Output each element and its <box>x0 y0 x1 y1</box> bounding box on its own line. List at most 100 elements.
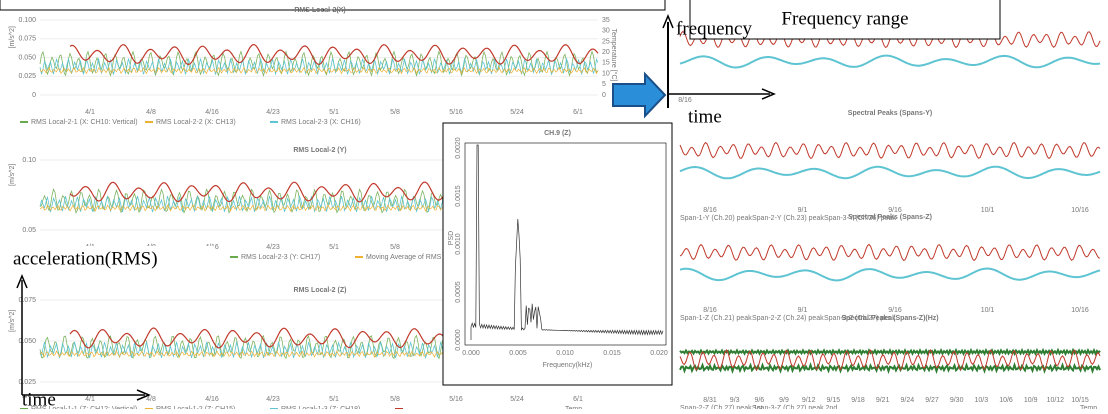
y2-tick-label: 35 <box>602 17 610 24</box>
legend-label: Span-1-Z (Ch.21) peak <box>680 315 752 322</box>
annotation: frequency <box>676 18 752 39</box>
x-tick-label: 5/8 <box>390 109 400 116</box>
x-tick-label: 10/9 <box>1024 397 1038 404</box>
x-tick-label: 10/12 <box>1047 397 1065 404</box>
panel-title: RMS Local-2(X) <box>294 7 345 14</box>
x-tick-label: 4/23 <box>266 396 280 403</box>
legend-label: RMS Local-2-3 (Y: CH17) <box>241 254 320 261</box>
y-axis-label: [m/s^2] <box>9 310 16 332</box>
x-tick-label: 0.015 <box>603 350 621 357</box>
legend-label: RMS Local-2-3 (X: CH16) <box>281 119 361 126</box>
x-tick-label: 4/8 <box>146 396 156 403</box>
y-tick-label: 0.05 <box>22 227 36 234</box>
legend-label: Span-2-Z (Ch.27) peak 1st <box>680 405 763 409</box>
x-tick-label: 0.010 <box>556 350 574 357</box>
legend-label: Span-1-Y (Ch.20) peak <box>680 215 752 222</box>
y-tick-label: 0.100 <box>18 17 36 24</box>
legend-label: Span-3-Z (Ch.27) peak <box>824 315 896 322</box>
x-tick-label: 10/1 <box>981 307 995 314</box>
x-tick-label: 9/21 <box>876 397 890 404</box>
y-tick-label: 0.075 <box>18 297 36 304</box>
y-tick-label: 0.050 <box>18 338 36 345</box>
y-axis-label: [m/s^2] <box>9 164 16 186</box>
legend-label: Span-2-Y (Ch.23) peak <box>752 215 824 222</box>
y-tick-label: 0.025 <box>18 73 36 80</box>
x-tick-label: 8/16 <box>703 307 717 314</box>
x-tick-label: 9/1 <box>798 307 808 314</box>
decor-line <box>679 349 1101 371</box>
decor-line <box>69 43 599 66</box>
x-tick-label: 8/16 <box>678 97 692 104</box>
decor-line <box>679 243 1101 262</box>
x-tick-label: 6/1 <box>573 109 583 116</box>
x-tick-label: 0.000 <box>462 350 480 357</box>
x-tick-label: 0.005 <box>509 350 527 357</box>
x-tick-label: 9/27 <box>925 397 939 404</box>
x-tick-label: 9/18 <box>851 397 865 404</box>
x-tick-label: 8/31 <box>703 397 717 404</box>
x-tick-label: 5/16 <box>449 109 463 116</box>
arrow-head <box>761 88 776 100</box>
arrow-head <box>16 274 28 289</box>
label-bg <box>10 246 215 272</box>
y2-tick-label: 0 <box>602 92 606 99</box>
panel-title: RMS Local-2 (Z) <box>294 287 347 294</box>
decor-line <box>39 50 599 77</box>
x-tick-label: 9/12 <box>802 397 816 404</box>
x-tick-label: 4/1 <box>85 396 95 403</box>
x-tick-label: 4/23 <box>266 109 280 116</box>
y-tick-label: 0.025 <box>18 379 36 386</box>
decor-line <box>679 361 1101 375</box>
plot-box <box>464 142 667 346</box>
x-tick-label: 9/16 <box>888 207 902 214</box>
x-tick-label: 9/16 <box>888 307 902 314</box>
legend-label: Moving Average of RMS Local-2-2 (Y: CH14… <box>366 254 505 261</box>
x-tick-label: 10/1 <box>981 207 995 214</box>
decor-line <box>679 141 1101 160</box>
y2-tick-label: 20 <box>602 49 610 56</box>
x-tick-label: 4/1 <box>85 109 95 116</box>
spectrum-line <box>470 144 664 340</box>
x-tick-label: 10/16 <box>1071 207 1089 214</box>
y-tick-label: 0.10 <box>22 157 36 164</box>
y-tick-label: 0.075 <box>18 36 36 43</box>
x-axis-label: Frequency(kHz) <box>543 362 593 369</box>
x-tick-label: 4/8 <box>146 109 156 116</box>
panel-title: Spectral Peaks (Spans-Z) <box>848 214 932 221</box>
panel-title: Spectral Peaks (Spans-Z)(Hz) <box>841 315 938 322</box>
x-tick-label: 0.020 <box>650 350 668 357</box>
legend-label: Span-2-Z (Ch.24) peak <box>752 315 824 322</box>
x-tick-label: 5/16 <box>449 396 463 403</box>
decor-line <box>679 267 1101 282</box>
decor-line <box>39 66 599 75</box>
decor-line <box>679 54 1101 69</box>
x-tick-label: 10/6 <box>999 397 1013 404</box>
x-tick-label: 9/15 <box>827 397 841 404</box>
y-tick-label: 0.0005 <box>455 281 462 303</box>
frame-box <box>0 0 666 11</box>
x-tick-label: 9/30 <box>950 397 964 404</box>
y2-tick-label: 15 <box>602 60 610 67</box>
x-tick-label: 4/23 <box>266 244 280 251</box>
x-tick-label: 6/1 <box>573 396 583 403</box>
decor-line <box>39 57 599 76</box>
x-tick-label: 5/8 <box>390 244 400 251</box>
x-tick-label: 5/24 <box>510 396 524 403</box>
y-tick-label: 0.0015 <box>455 185 462 207</box>
annotation: acceleration(RMS) <box>13 248 158 269</box>
x-tick-label: 9/1 <box>798 207 808 214</box>
y-axis-label: PSD <box>448 231 455 245</box>
x-tick-label: 10/15 <box>1071 397 1089 404</box>
y-tick-label: 0 <box>32 92 36 99</box>
y2-axis-label: Temperature [°C] <box>610 29 618 82</box>
x-tick-label: 4/16 <box>205 396 219 403</box>
y-tick-label: 0.0000 <box>455 329 462 351</box>
arrow-head <box>136 389 151 401</box>
x-tick-label: 9/6 <box>754 397 764 404</box>
panel-title: Spectral Peaks (Spans-Y) <box>848 110 932 117</box>
y2-tick-label: 5 <box>602 81 606 88</box>
legend-label: Temp <box>1080 405 1097 409</box>
decor-line <box>679 347 1101 357</box>
x-tick-label: 9/3 <box>730 397 740 404</box>
